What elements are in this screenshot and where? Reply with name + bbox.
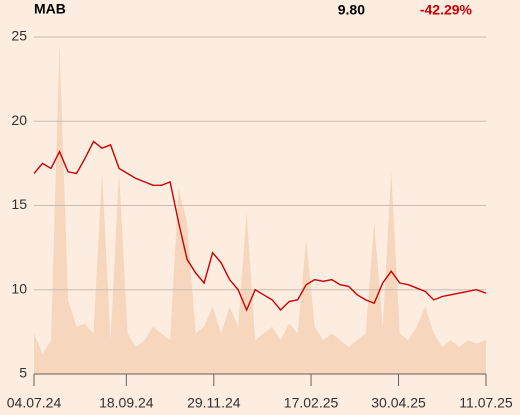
chart-title: MAB [34, 1, 66, 17]
last-price: 9.80 [338, 2, 365, 18]
x-tick-label: 04.07.24 [7, 395, 62, 411]
y-tick-label: 5 [19, 365, 27, 381]
x-tick-label: 30.04.25 [371, 395, 426, 411]
volume-area [34, 43, 486, 375]
x-tick-label: 17.02.25 [284, 395, 339, 411]
price-line [33, 140, 487, 312]
y-tick-label: 15 [11, 196, 27, 212]
price-change: -42.29% [420, 2, 473, 18]
x-tick-label: 11.07.25 [459, 395, 513, 411]
y-tick-label: 25 [11, 28, 27, 44]
x-tick-label: 18.09.24 [99, 395, 154, 411]
y-tick-label: 10 [11, 280, 27, 296]
y-tick-label: 20 [11, 112, 27, 128]
x-tick-label: 29.11.24 [187, 395, 241, 411]
